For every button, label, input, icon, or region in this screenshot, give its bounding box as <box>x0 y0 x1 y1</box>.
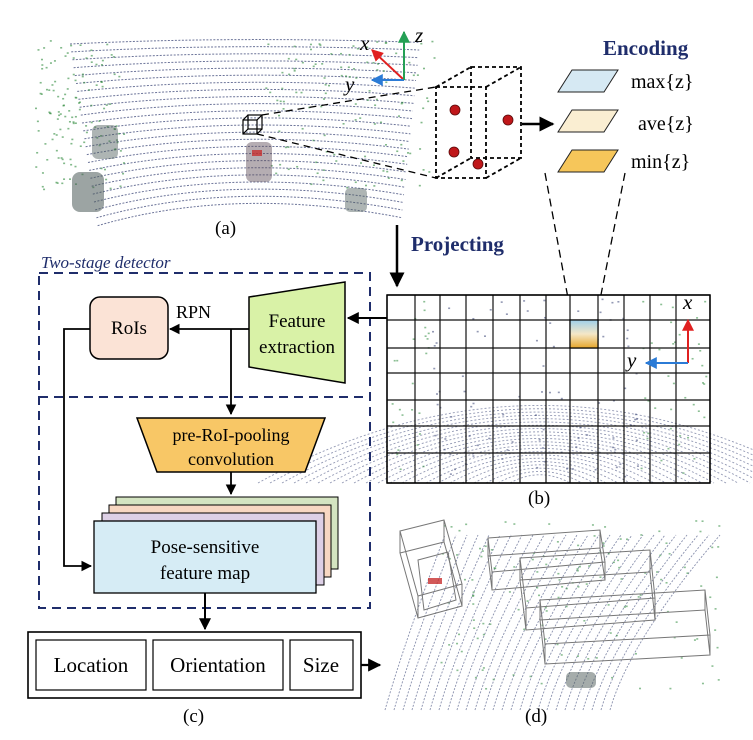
zoom-line-bottom <box>256 133 437 179</box>
bev-grid-b <box>257 294 753 484</box>
output-location-label: Location <box>54 653 129 677</box>
axis-x-label-b: x <box>682 290 693 314</box>
vegetation-points-a <box>35 40 436 191</box>
arrow-rois-to-featuremap <box>63 328 93 572</box>
rpn-label: RPN <box>176 302 211 322</box>
lidar-rings-d <box>384 534 721 711</box>
rois-box <box>89 296 169 360</box>
vegetation-points-d <box>440 520 721 690</box>
car-a-red <box>252 150 262 156</box>
voxel-cube-large <box>435 66 522 179</box>
pre-roi-line2: convolution <box>188 449 274 469</box>
layer-ave <box>557 109 619 133</box>
detector-title: Two-stage detector <box>41 253 171 272</box>
pose-sensitive-feature-map <box>93 520 317 594</box>
layer-max <box>557 69 619 93</box>
output-orientation-box <box>152 639 284 691</box>
encoding-max-label: max{z} <box>631 71 694 93</box>
car-a-right <box>345 188 367 212</box>
panel-label-d: (d) <box>525 706 547 727</box>
output-size-label: Size <box>303 653 339 677</box>
lidar-scan-a <box>35 39 436 227</box>
axis-z-label-a: z <box>414 23 423 47</box>
voxel-marker-cube <box>242 114 263 135</box>
encoding-ave-label: ave{z} <box>638 113 694 135</box>
panel-label-a: (a) <box>215 218 236 239</box>
axis-y-label-b: y <box>625 348 637 372</box>
pre-roi-pooling-block <box>135 417 327 473</box>
output-location-box <box>35 639 147 691</box>
pre-roi-line1: pre-RoI-pooling <box>173 425 290 445</box>
encoding-min-label: min{z} <box>631 151 690 173</box>
pose-line2: feature map <box>160 563 250 584</box>
feature-extraction-line1: Feature <box>269 311 326 332</box>
car-a-left2 <box>92 125 118 159</box>
feature-extraction-block <box>248 281 346 384</box>
voxel-points <box>448 104 514 170</box>
bev-points-b <box>257 298 753 484</box>
encoding-layers <box>557 69 619 173</box>
car-a-left <box>72 172 104 212</box>
detection-scene-d <box>384 519 721 711</box>
axis-y-label-a: y <box>343 72 355 96</box>
feature-extraction-line2: extraction <box>259 337 335 358</box>
axis-x-label-a: x <box>359 31 370 55</box>
pose-line1: Pose-sensitive <box>151 537 260 558</box>
rois-label: RoIs <box>111 318 147 339</box>
axes-a: x y z <box>343 23 423 96</box>
zoom-line-top <box>261 86 437 116</box>
axes-b: x y <box>625 290 694 372</box>
output-size-box <box>289 639 354 691</box>
panel-label-b: (b) <box>528 488 550 509</box>
car-a-mid <box>246 142 272 182</box>
panel-label-c: (c) <box>183 706 204 727</box>
projecting-label: Projecting <box>411 232 504 256</box>
layer-min <box>557 149 619 173</box>
bev-highlight-cell <box>569 319 599 349</box>
output-orientation-label: Orientation <box>170 653 266 677</box>
detection-boxes <box>399 519 711 688</box>
encoding-title: Encoding <box>603 36 689 60</box>
